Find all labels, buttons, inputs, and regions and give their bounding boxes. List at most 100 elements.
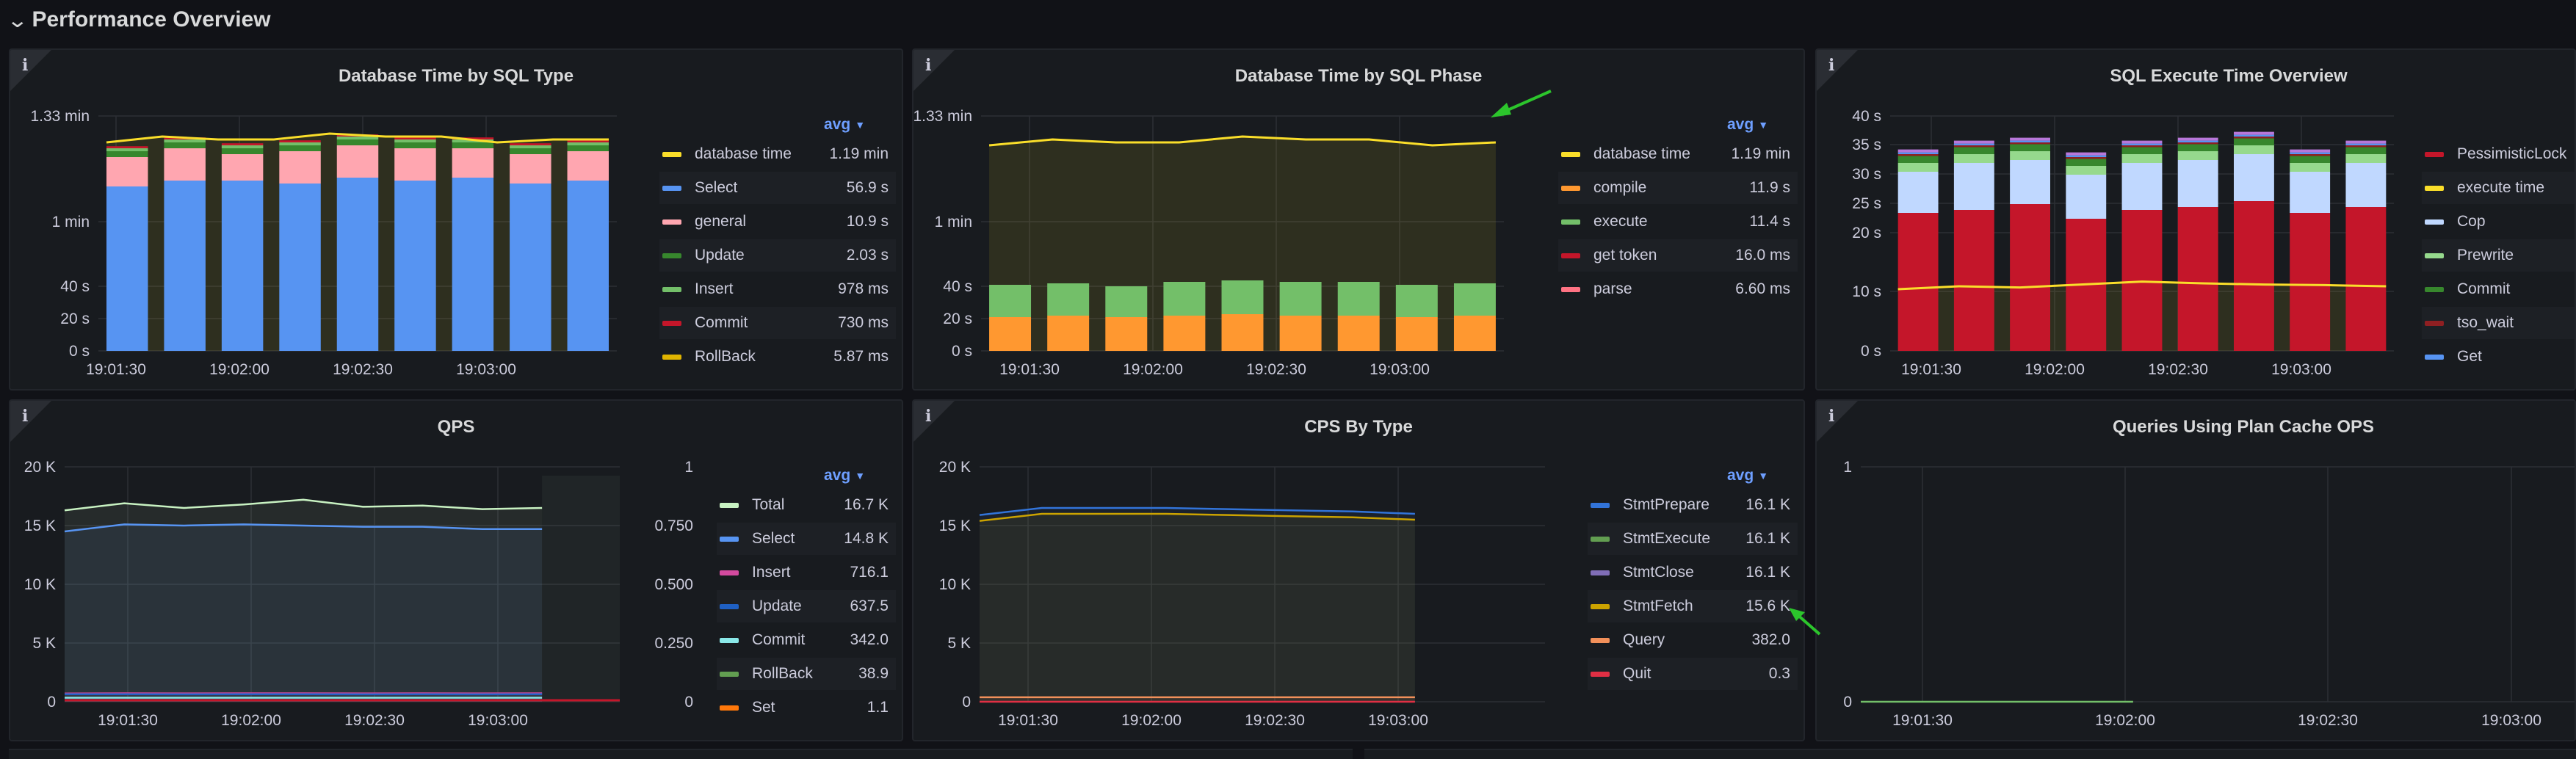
legend-item-execute-time[interactable]: execute time xyxy=(2422,172,2575,204)
info-icon[interactable]: i xyxy=(925,407,932,426)
panel-title[interactable]: SQL Execute Time Overview xyxy=(2110,66,2348,86)
legend-item-set[interactable]: Set 1.1 xyxy=(717,691,896,724)
legend-item-database-time[interactable]: database time 1.19 min xyxy=(659,138,896,170)
bar-segment-get xyxy=(2066,155,2107,157)
info-icon[interactable]: i xyxy=(1828,407,1835,426)
y-tick-label: 40 s xyxy=(943,278,972,295)
legend-item-compile[interactable]: compile 11.9 s xyxy=(1558,172,1798,204)
panel-title[interactable]: QPS xyxy=(437,417,475,437)
bar-segment-update xyxy=(279,145,321,151)
bar-segment-execute xyxy=(1337,282,1380,316)
bar-segment-commit xyxy=(2290,156,2331,163)
legend-swatch xyxy=(1561,253,1580,258)
bar-segment-tso-wait xyxy=(2290,154,2331,156)
x-tick-label: 19:01:30 xyxy=(999,361,1060,378)
bar-segment-general xyxy=(164,148,206,181)
bar-segment-prewrite xyxy=(2345,154,2387,163)
info-icon[interactable]: i xyxy=(1828,56,1835,75)
legend-swatch xyxy=(720,637,739,643)
legend-item-parse[interactable]: parse 6.60 ms xyxy=(1558,273,1798,305)
legend-item-rollback[interactable]: RollBack 38.9 xyxy=(717,658,896,690)
legend-label: database time xyxy=(1593,145,1690,162)
panel-qps: i QPS 0 5 K 10 K 15 K 20 K 19:01:30 19:02:00 19… xyxy=(9,399,903,741)
panel-title[interactable]: Database Time by SQL Phase xyxy=(1234,66,1483,86)
legend-item-update[interactable]: Update 2.03 s xyxy=(659,239,896,272)
legend-item-quit[interactable]: Quit 0.3 xyxy=(1588,658,1798,690)
bar-segment-other xyxy=(2010,137,2050,141)
panel-title[interactable]: Database Time by SQL Type xyxy=(338,66,574,86)
legend-swatch xyxy=(1591,536,1610,542)
legend-sort-avg[interactable]: avg ▼ xyxy=(824,116,865,134)
bar-segment-insert xyxy=(106,148,148,151)
bar-segment-general xyxy=(452,148,494,178)
legend-item-commit[interactable]: Commit 730 ms xyxy=(659,307,896,339)
y-tick-label: 20 s xyxy=(1852,225,1881,242)
bar-segment-tso-wait xyxy=(2345,145,2387,148)
legend-item-database-time[interactable]: database time 1.19 min xyxy=(1558,138,1798,170)
legend-item-rollback[interactable]: RollBack 5.87 ms xyxy=(659,341,896,373)
series-area-stmtfetch xyxy=(980,514,1415,702)
row-header[interactable]: ⌄ Performance Overview xyxy=(0,0,2576,40)
bar-segment-get xyxy=(1953,143,1994,145)
legend-swatch xyxy=(662,185,681,191)
info-icon[interactable]: i xyxy=(925,56,932,75)
legend-item-commit[interactable]: Commit xyxy=(2422,273,2575,305)
legend-swatch xyxy=(720,671,739,677)
legend-item-stmtclose[interactable]: StmtClose 16.1 K xyxy=(1588,556,1798,589)
legend-sort-avg[interactable]: avg ▼ xyxy=(824,467,865,484)
legend-swatch xyxy=(662,253,681,258)
legend-swatch xyxy=(1591,603,1610,609)
legend-swatch xyxy=(2425,286,2444,292)
panel-title[interactable]: Queries Using Plan Cache OPS xyxy=(2112,417,2375,437)
bar-segment-general xyxy=(510,154,551,184)
legend-item-pessimisticlock[interactable]: PessimisticLock xyxy=(2422,138,2575,170)
panel-title[interactable]: CPS By Type xyxy=(1304,417,1413,437)
bar-segment-insert xyxy=(567,142,609,145)
bar-segment-get xyxy=(2121,143,2163,145)
legend-item-execute[interactable]: execute 11.4 s xyxy=(1558,206,1798,238)
info-icon[interactable]: i xyxy=(22,407,29,426)
bar-segment-prewrite xyxy=(2010,151,2050,160)
legend-swatch xyxy=(1591,671,1610,677)
legend-item-total[interactable]: Total 16.7 K xyxy=(717,489,896,521)
legend-label: execute xyxy=(1593,213,1648,230)
legend-value: 716.1 xyxy=(850,564,889,581)
legend: StmtPrepare 16.1 K StmtExecute 16.1 K StmtCl… xyxy=(1588,489,1798,699)
info-icon[interactable]: i xyxy=(22,56,29,75)
legend-sort-avg[interactable]: avg ▼ xyxy=(1727,116,1768,134)
legend-swatch xyxy=(662,219,681,225)
legend-item-select[interactable]: Select 14.8 K xyxy=(717,523,896,555)
legend-item-update[interactable]: Update 637.5 xyxy=(717,590,896,622)
legend-sort-avg[interactable]: avg ▼ xyxy=(1727,467,1768,484)
legend-item-select[interactable]: Select 56.9 s xyxy=(659,172,896,204)
legend-swatch xyxy=(720,536,739,542)
y-tick-label: 0 xyxy=(962,694,971,711)
bar-segment-commit xyxy=(2066,159,2107,166)
legend-item-prewrite[interactable]: Prewrite xyxy=(2422,239,2575,272)
legend-value: 382.0 xyxy=(1751,631,1790,648)
y-tick-label: 10 K xyxy=(24,576,56,593)
legend-item-stmtprepare[interactable]: StmtPrepare 16.1 K xyxy=(1588,489,1798,521)
legend-item-tso-wait[interactable]: tso_wait xyxy=(2422,307,2575,339)
legend-swatch xyxy=(2425,354,2444,360)
legend-item-commit[interactable]: Commit 342.0 xyxy=(717,624,896,656)
legend-label: StmtPrepare xyxy=(1623,496,1710,513)
legend: database time 1.19 min Select 56.9 s general… xyxy=(659,138,896,380)
bar-segment-get xyxy=(2345,143,2387,145)
y-tick-label: 10 K xyxy=(939,576,971,593)
series-line-select xyxy=(64,523,543,533)
legend-item-insert[interactable]: Insert 716.1 xyxy=(717,556,896,589)
bar-segment-prewrite xyxy=(1897,163,1939,172)
legend-item-stmtfetch[interactable]: StmtFetch 15.6 K xyxy=(1588,590,1798,622)
legend-value: 15.6 K xyxy=(1745,598,1790,614)
legend-item-get-token[interactable]: get token 16.0 ms xyxy=(1558,239,1798,272)
chevron-down-icon[interactable]: ⌄ xyxy=(6,8,29,32)
legend-item-query[interactable]: Query 382.0 xyxy=(1588,624,1798,656)
legend-item-insert[interactable]: Insert 978 ms xyxy=(659,273,896,305)
legend-item-cop[interactable]: Cop xyxy=(2422,206,2575,238)
bar-segment-prewrite xyxy=(2290,163,2331,172)
legend-item-get[interactable]: Get xyxy=(2422,341,2575,373)
legend-item-general[interactable]: general 10.9 s xyxy=(659,206,896,238)
legend-item-stmtexecute[interactable]: StmtExecute 16.1 K xyxy=(1588,523,1798,555)
legend-value: 342.0 xyxy=(850,631,889,648)
